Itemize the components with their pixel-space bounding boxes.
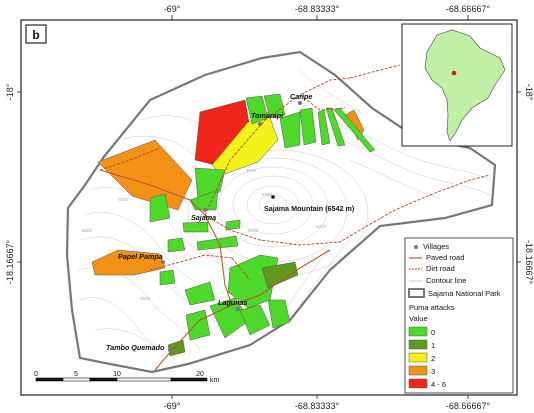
legend-swatch-3 xyxy=(408,365,428,376)
legend-symbol-villages xyxy=(414,245,418,249)
top-axis-label-1: -68.83333° xyxy=(295,4,340,14)
attack-area-0 xyxy=(149,193,171,223)
attack-area-0 xyxy=(267,299,291,329)
dirt-road xyxy=(299,94,346,111)
mountain-peak-marker xyxy=(271,195,275,199)
legend-symbol-park xyxy=(408,288,425,298)
attack-area-1 xyxy=(261,261,299,289)
village-label-caripe: Caripe xyxy=(290,92,312,101)
village-label-lagunas: Lagunas xyxy=(218,298,248,307)
attack-area-0 xyxy=(317,109,331,146)
legend-swatch-4 xyxy=(408,378,428,389)
right-axis-label-1: -18.16667° xyxy=(524,240,534,285)
contour-value-label: 5500 xyxy=(262,192,273,197)
panel-label-box xyxy=(25,24,47,44)
attack-area-0 xyxy=(182,221,209,233)
attack-area-0 xyxy=(184,281,216,306)
legend-label-park: Sajama National Park xyxy=(428,289,501,298)
legend-swatch-0 xyxy=(408,326,428,337)
dirt-road xyxy=(149,254,233,271)
mountain-label: Sajama Mountain (6542 m) xyxy=(264,204,355,213)
scale-tick-10: 10 xyxy=(113,371,121,378)
legend-attacks-title: Puma attacks xyxy=(409,303,455,312)
right-axis-label-0: -18° xyxy=(524,84,534,101)
south-america-outline xyxy=(424,29,506,142)
top-axis-label-2: -68.66667° xyxy=(446,4,491,14)
contour-value-label: 5000 xyxy=(248,228,259,233)
dirt-road xyxy=(99,147,161,171)
contour-value-label: 5000 xyxy=(316,224,327,229)
legend-class-label-2: 2 xyxy=(431,354,435,363)
attack-area-0 xyxy=(279,111,301,149)
legend-class-label-4: 4 - 6 xyxy=(431,380,446,389)
village-sajama-marker xyxy=(203,208,207,212)
bottom-axis-label-0: -69° xyxy=(164,401,181,411)
village-caripe-marker xyxy=(298,101,302,105)
panel-label: b xyxy=(32,28,39,42)
scale-tick-5: 5 xyxy=(74,371,78,378)
roads xyxy=(99,64,491,371)
attack-area-3 xyxy=(91,249,166,276)
attack-area-0 xyxy=(225,219,241,231)
left-axis-label-1: -18.16667° xyxy=(5,240,15,285)
contour-value-label: 4500 xyxy=(140,296,151,301)
legend-label-paved-road: Paved road xyxy=(426,253,464,262)
village-lagunas-marker xyxy=(236,307,240,311)
contour-value-label: 5000 xyxy=(82,228,93,233)
park-boundary xyxy=(65,50,497,374)
scale-unit: km xyxy=(210,377,220,384)
contour-value-label: 5000 xyxy=(118,197,129,202)
legend: Villages Paved road Dirt road Contour li… xyxy=(404,237,514,394)
dirt-road xyxy=(349,64,401,79)
scale-tick-20: 20 xyxy=(196,371,204,378)
dirt-road xyxy=(231,257,251,281)
village-label-tambo-quemado: Tambo Quemado xyxy=(106,343,165,352)
scale-bar: 0 5 10 20 km xyxy=(34,371,219,384)
bottom-axis-label-2: -68.66667° xyxy=(446,401,491,411)
paved-road xyxy=(154,304,233,371)
top-axis-label-0: -69° xyxy=(164,4,181,14)
attack-area-0 xyxy=(159,269,176,286)
legend-swatch-1 xyxy=(408,339,428,350)
scale-tick-0: 0 xyxy=(34,371,38,378)
attack-area-0 xyxy=(167,237,186,253)
inset-map xyxy=(401,23,513,147)
paved-road xyxy=(99,169,331,306)
legend-value-title: Value xyxy=(409,314,428,323)
legend-label-villages: Villages xyxy=(423,242,449,251)
bottom-axis-label-1: -68.83333° xyxy=(295,401,340,411)
village-tomarapi-marker xyxy=(258,122,262,126)
legend-class-label-0: 0 xyxy=(431,328,435,337)
village-markers xyxy=(161,101,302,352)
village-label-tomarapi: Tomarapi xyxy=(251,111,284,120)
village-label-sajama: Sajama xyxy=(191,213,216,222)
legend-class-label-1: 1 xyxy=(431,341,435,350)
attack-area-0 xyxy=(239,304,271,336)
attack-area-0 xyxy=(325,107,346,147)
village-papel-pampa-marker xyxy=(161,260,165,264)
legend-label-contour-line: Contour line xyxy=(426,276,466,285)
study-area-marker xyxy=(451,70,457,76)
legend-label-dirt-road: Dirt road xyxy=(426,264,455,273)
attack-area-0 xyxy=(299,107,317,146)
legend-class-label-3: 3 xyxy=(431,367,435,376)
attack-area-0 xyxy=(189,189,219,211)
attack-area-0 xyxy=(196,235,239,251)
contour-value-label: 4000 xyxy=(246,168,257,173)
legend-swatch-2 xyxy=(408,352,428,363)
village-label-papel-pampa: Papel Pampa xyxy=(118,252,163,261)
dirt-road xyxy=(204,77,351,216)
left-axis-label-0: -18° xyxy=(5,83,15,100)
village-tambo-quemado-marker xyxy=(168,348,172,352)
attack-area-0 xyxy=(263,93,286,119)
